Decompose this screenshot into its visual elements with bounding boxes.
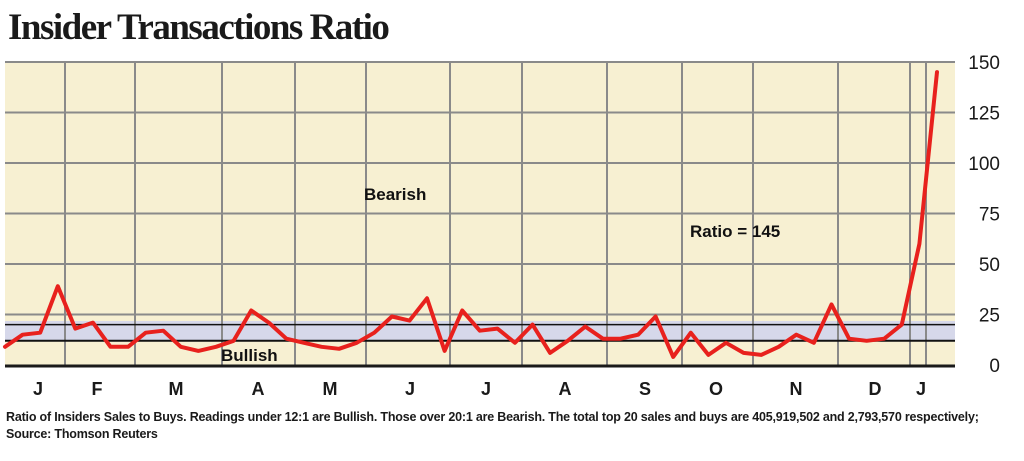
x-tick-label: N [790,379,803,399]
x-tick-label: A [252,379,265,399]
x-tick-label: M [323,379,338,399]
x-tick-label: F [92,379,103,399]
bullish-label: Bullish [221,346,278,365]
x-tick-label: J [481,379,491,399]
chart-footnote: Ratio of Insiders Sales to Buys. Reading… [6,410,979,441]
y-tick-label: 150 [968,53,1000,74]
y-tick-label: 75 [979,205,1000,226]
y-axis-ticks: 0 25 50 75 100 125 150 [968,53,1000,377]
x-tick-label: D [869,379,882,399]
chart-title: Insider Transactions Ratio [8,7,390,48]
x-tick-label: J [916,379,926,399]
x-tick-label: J [33,379,43,399]
y-tick-label: 125 [968,104,1000,125]
y-tick-label: 50 [979,255,1000,276]
y-tick-label: 100 [968,154,1000,175]
x-tick-label: M [169,379,184,399]
x-tick-label: J [405,379,415,399]
bearish-label: Bearish [364,185,426,204]
ratio-series-line [3,70,939,359]
ratio-label: Ratio = 145 [690,222,780,241]
x-tick-label: S [639,379,651,399]
y-tick-label: 25 [979,306,1000,327]
x-tick-label: O [709,379,723,399]
x-tick-label: A [559,379,572,399]
y-tick-label: 0 [989,356,1000,377]
